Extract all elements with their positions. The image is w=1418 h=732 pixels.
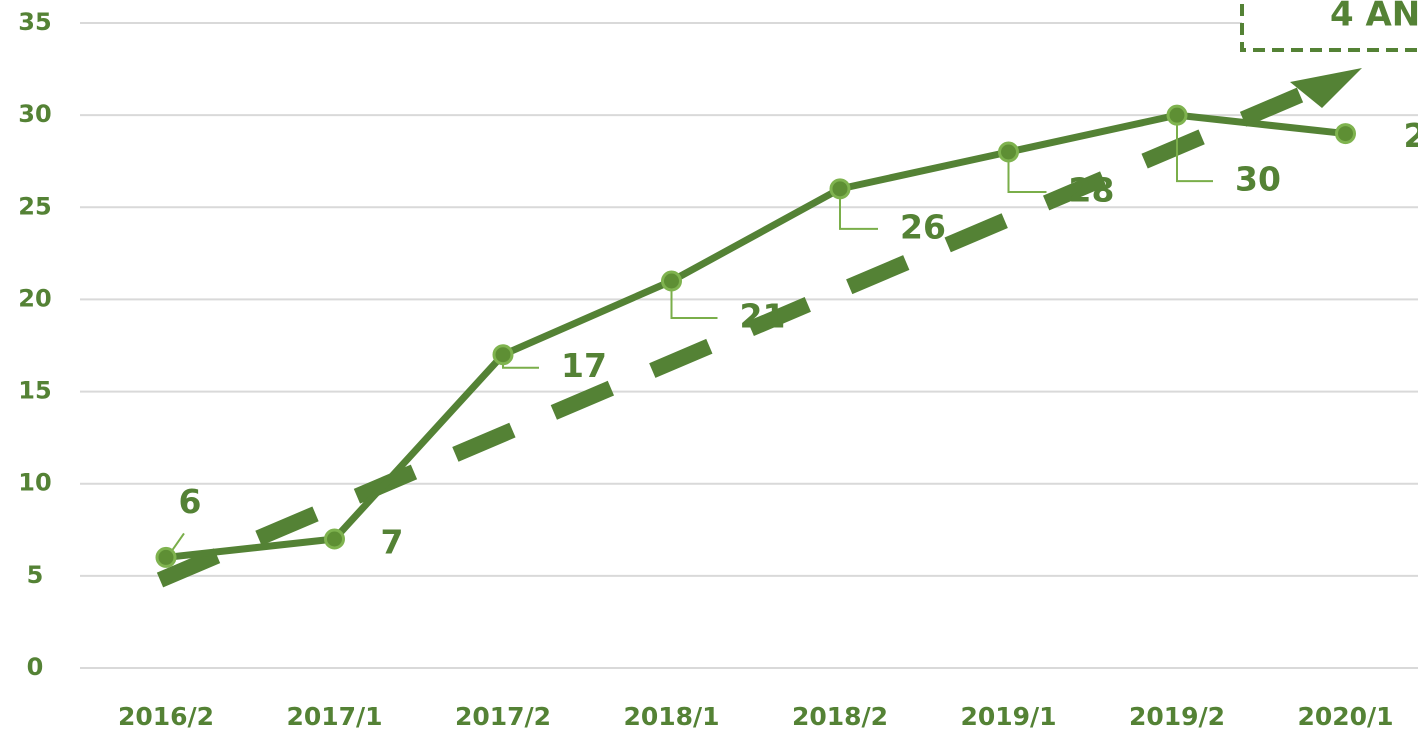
x-tick-label: 2020/1: [1297, 702, 1393, 731]
data-label: 21: [740, 297, 786, 336]
y-tick-label: 25: [18, 192, 51, 220]
x-tick-label: 2018/2: [792, 702, 888, 731]
x-tick-label: 2017/1: [286, 702, 382, 731]
y-tick-label: 5: [27, 561, 44, 589]
x-tick-label: 2017/2: [455, 702, 551, 731]
data-label: 30: [1235, 160, 1281, 199]
data-label: 26: [900, 207, 946, 246]
leader-line: [1176, 115, 1213, 183]
y-tick-label: 20: [18, 284, 51, 312]
data-label: 29: [1404, 116, 1418, 155]
trend-arrow-head: [1290, 68, 1362, 108]
marker: [324, 528, 345, 550]
x-tick-label: 2019/1: [960, 702, 1056, 731]
y-tick-label: 0: [27, 653, 44, 681]
line: [165, 111, 1346, 561]
annotation-box: [1240, 0, 1418, 52]
y-tick-label: 15: [18, 377, 51, 405]
marker: [155, 546, 177, 568]
marker: [1166, 104, 1188, 126]
marker: [661, 270, 682, 292]
data-label: 6: [179, 482, 202, 521]
leader-line: [1007, 152, 1047, 193]
data-label: 28: [1069, 171, 1115, 210]
grid: 0 5 10 15 20 25 30 35 2016/2 2017/1 2017/2 2018/1 20…: [18, 8, 1418, 731]
leader-line: [839, 188, 878, 230]
x-tick-label: 2016/2: [118, 702, 214, 731]
marker: [492, 344, 514, 366]
trend-arrow: [156, 87, 1304, 588]
marker: [829, 178, 851, 200]
data-label: 17: [561, 346, 607, 385]
leader-line: [670, 281, 718, 319]
marker: [998, 141, 1019, 163]
y-tick-label: 10: [18, 469, 51, 497]
x-tick-label: 2019/2: [1129, 702, 1225, 731]
marker: [1335, 123, 1356, 145]
plot: 6 7 17 21 26 28 30 29: [155, 104, 1418, 568]
y-tick-label: 35: [18, 8, 51, 36]
data-label: 7: [381, 523, 404, 562]
x-tick-label: 2018/1: [623, 702, 719, 731]
annotation: 4 AN: [1330, 0, 1418, 35]
y-tick-label: 30: [18, 100, 51, 128]
